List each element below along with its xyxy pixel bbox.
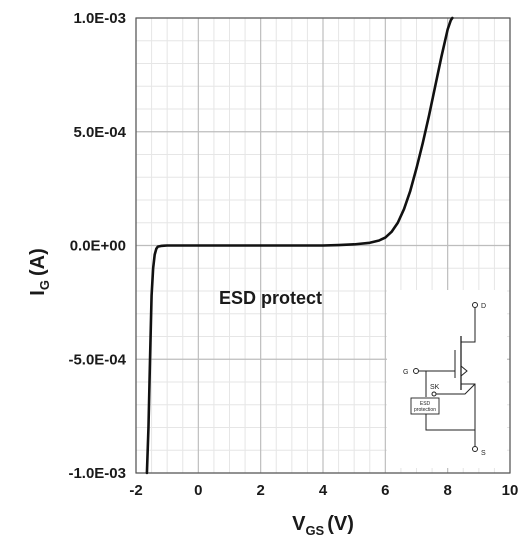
x-tick-label: 0 — [194, 482, 202, 499]
x-tick-label: 2 — [256, 482, 264, 499]
series-layer — [145, 16, 454, 475]
body-arrow — [460, 365, 468, 377]
esd-box-label-2: protection — [414, 407, 436, 413]
drain-terminal — [472, 302, 478, 308]
x-tick-label: 4 — [319, 482, 328, 499]
kelvin-source-wire — [436, 383, 476, 395]
x-tick-label: 10 — [502, 482, 519, 499]
esd-box-label-1: ESD — [420, 401, 431, 407]
x-tick-label: 6 — [381, 482, 389, 499]
esd-protection-box — [410, 397, 440, 415]
gate-label: G — [403, 369, 408, 376]
x-tick-label: 8 — [443, 482, 451, 499]
y-tick-labels: 1.0E-03 5.0E-04 0.0E+00 -5.0E-04 -1.0E-03 — [68, 10, 126, 482]
mosfet-schematic: D G S SK ESD protection — [387, 290, 507, 468]
kelvin-source-terminal — [431, 391, 437, 397]
y-tick-label: 1.0E-03 — [73, 10, 126, 27]
plot-frame — [135, 17, 511, 474]
y-axis-title: IG (A) — [27, 248, 52, 295]
y-tick-label: 5.0E-04 — [73, 124, 126, 141]
x-axis-title-sub: GS — [305, 523, 324, 538]
y-tick-label: -1.0E-03 — [68, 465, 126, 482]
y-axis-title-sub: G — [37, 280, 52, 290]
drain-label: D — [481, 303, 486, 310]
x-axis-title-unit: (V) — [327, 513, 354, 535]
esd-bottom-wire — [425, 414, 475, 431]
source-terminal — [472, 446, 478, 452]
drain-wire — [461, 308, 476, 343]
y-axis-title-main: I — [27, 290, 49, 296]
x-tick-label: -2 — [129, 482, 142, 499]
y-tick-label: -5.0E-04 — [68, 351, 126, 368]
kelvin-source-label: SK — [430, 384, 440, 391]
x-tick-labels: -2 0 2 4 6 8 10 — [129, 482, 518, 499]
y-axis-title-unit: (A) — [27, 248, 49, 276]
schematic-background — [387, 290, 507, 468]
y-tick-label: 0.0E+00 — [70, 238, 126, 255]
annotation-esd-protect: ESD protect — [219, 288, 322, 308]
x-axis-title: VGS (V) — [292, 513, 354, 538]
gate-terminal — [413, 368, 419, 374]
source-label: S — [481, 450, 486, 457]
x-axis-title-main: V — [292, 513, 306, 535]
series-line — [145, 16, 454, 475]
